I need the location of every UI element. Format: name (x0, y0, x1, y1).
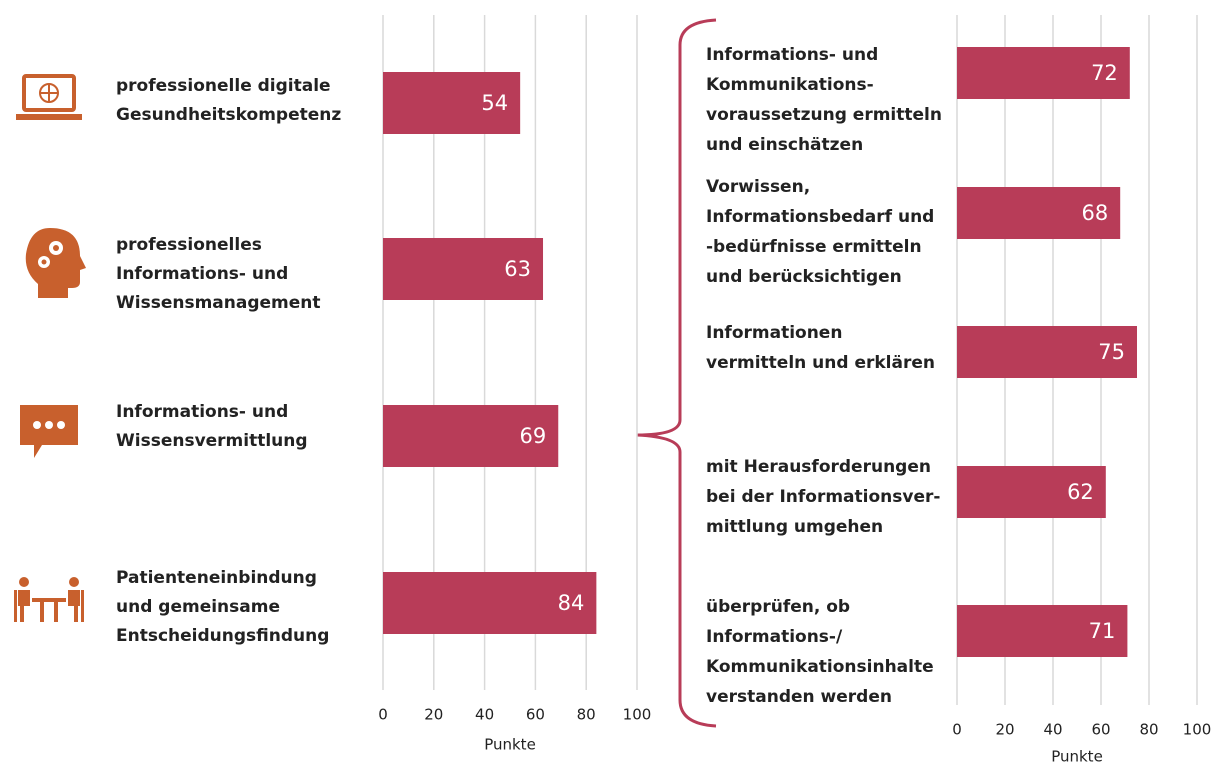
speech-icon (20, 405, 78, 458)
category-label: Informations- und Kommunikations- voraus… (706, 45, 942, 155)
brace (636, 18, 717, 728)
bar (957, 326, 1137, 378)
category-label: mit Herausforderungen bei der Informatio… (706, 457, 941, 537)
bar (957, 466, 1106, 518)
value-label: 71 (1089, 619, 1116, 643)
bar (383, 238, 544, 300)
value-label: 69 (520, 424, 547, 448)
category-label: Informations- und Wissensvermittlung (116, 402, 308, 451)
bar (957, 47, 1130, 99)
bar (957, 187, 1121, 239)
x-tick-label: 40 (475, 706, 494, 724)
x-tick-label: 60 (1091, 721, 1110, 739)
x-tick-label: 100 (1183, 721, 1212, 739)
value-label: 84 (558, 591, 585, 615)
bar (957, 605, 1128, 657)
x-tick-label: 60 (526, 706, 545, 724)
x-tick-label: 80 (1139, 721, 1158, 739)
x-axis-label: Punkte (484, 736, 536, 754)
x-tick-label: 0 (952, 721, 962, 739)
x-tick-label: 100 (623, 706, 652, 724)
x-tick-label: 80 (577, 706, 596, 724)
icons (14, 74, 86, 622)
x-tick-label: 20 (424, 706, 443, 724)
bar (383, 572, 597, 634)
meeting-icon (14, 577, 84, 622)
x-tick-label: 0 (378, 706, 388, 724)
value-label: 72 (1091, 61, 1118, 85)
value-label: 63 (504, 257, 531, 281)
category-label: professionelles Informations- und Wissen… (116, 235, 321, 313)
value-label: 62 (1067, 480, 1094, 504)
x-axis-label: Punkte (1051, 748, 1103, 766)
category-label: Informationen vermitteln und erklären (706, 323, 935, 373)
category-label: Patienteneinbindung und gemeinsame Entsc… (116, 568, 330, 646)
head-icon (25, 228, 86, 298)
category-label: überprüfen, ob Informations-/ Kommunikat… (706, 597, 934, 707)
category-label: professionelle digitale Gesundheitskompe… (116, 76, 342, 125)
value-label: 54 (481, 91, 508, 115)
bar (383, 405, 559, 467)
bar (383, 72, 521, 134)
x-tick-label: 20 (995, 721, 1014, 739)
laptop-icon (16, 74, 82, 120)
category-label: Vorwissen, Informationsbedarf und -bedür… (706, 177, 935, 287)
value-label: 68 (1081, 201, 1108, 225)
value-label: 75 (1098, 340, 1125, 364)
x-tick-label: 40 (1043, 721, 1062, 739)
